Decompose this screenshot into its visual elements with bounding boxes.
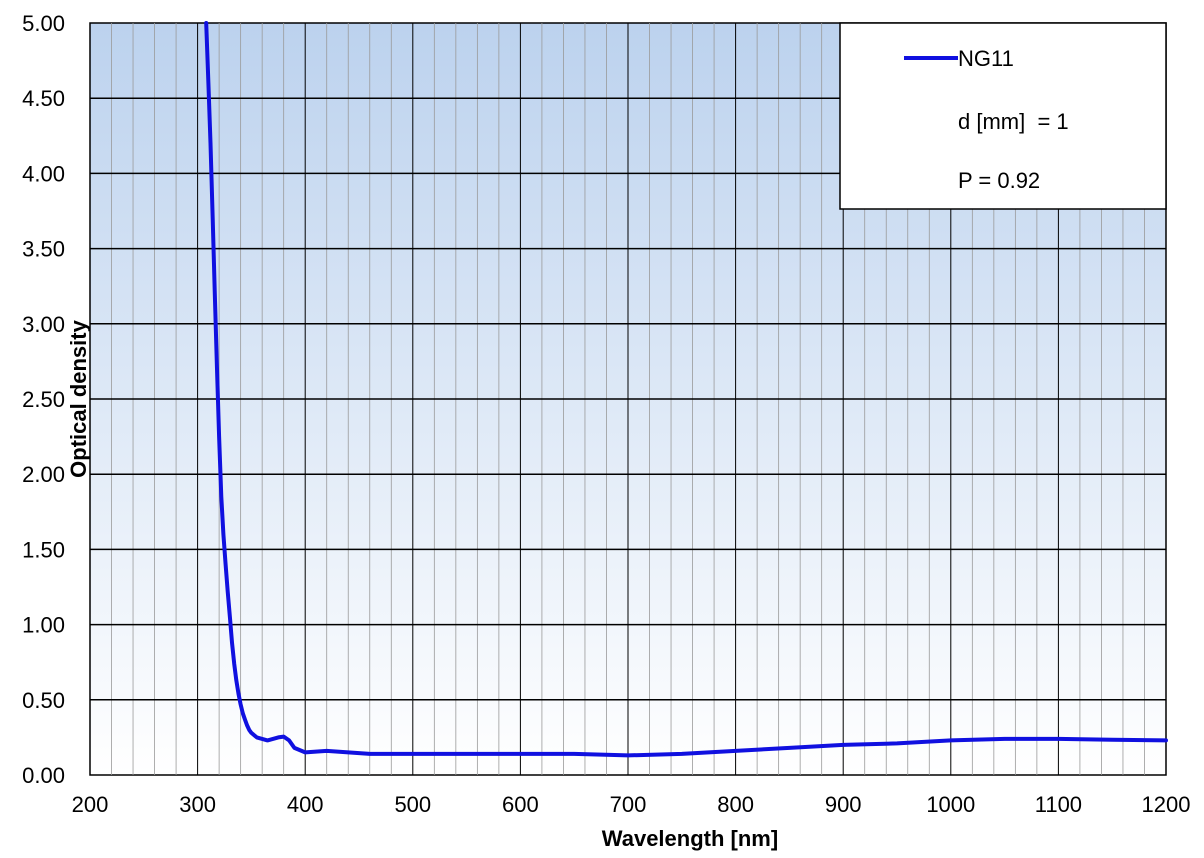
y-tick-label: 4.00 bbox=[22, 161, 65, 186]
legend-note-p: P = 0.92 bbox=[958, 168, 1040, 193]
legend: NG11 d [mm] = 1 P = 0.92 bbox=[839, 22, 1167, 210]
x-tick-label: 900 bbox=[825, 792, 862, 817]
legend-entry-ng11: NG11 bbox=[958, 46, 1014, 71]
x-tick-label: 800 bbox=[717, 792, 754, 817]
x-tick-label: 400 bbox=[287, 792, 324, 817]
legend-box bbox=[839, 22, 1167, 210]
x-tick-label: 300 bbox=[179, 792, 216, 817]
x-tick-label: 1000 bbox=[926, 792, 975, 817]
x-axis-ticks: 200 300 400 500 600 700 800 900 1000 1100 1200 bbox=[72, 792, 1191, 817]
y-tick-label: 2.00 bbox=[22, 462, 65, 487]
y-tick-label: 0.00 bbox=[22, 763, 65, 788]
y-tick-label: 1.50 bbox=[22, 537, 65, 562]
y-tick-label: 5.00 bbox=[22, 11, 65, 36]
y-tick-label: 3.00 bbox=[22, 312, 65, 337]
x-tick-label: 600 bbox=[502, 792, 539, 817]
y-tick-label: 2.50 bbox=[22, 387, 65, 412]
y-axis-title: Optical density bbox=[66, 319, 91, 477]
x-axis-title: Wavelength [nm] bbox=[602, 826, 778, 851]
x-tick-label: 200 bbox=[72, 792, 109, 817]
legend-note-thickness: d [mm] = 1 bbox=[958, 109, 1069, 134]
y-tick-label: 3.50 bbox=[22, 237, 65, 262]
series-line-ng11 bbox=[204, 21, 1168, 758]
y-tick-label: 0.50 bbox=[22, 688, 65, 713]
x-tick-label: 500 bbox=[394, 792, 431, 817]
y-tick-label: 1.00 bbox=[22, 613, 65, 638]
y-axis-ticks: 0.00 0.50 1.00 1.50 2.00 2.50 3.00 3.50 4.00 4.50… bbox=[22, 11, 65, 788]
x-tick-label: 1200 bbox=[1142, 792, 1191, 817]
y-tick-label: 4.50 bbox=[22, 86, 65, 111]
x-tick-label: 1100 bbox=[1035, 792, 1082, 817]
x-tick-label: 700 bbox=[610, 792, 647, 817]
